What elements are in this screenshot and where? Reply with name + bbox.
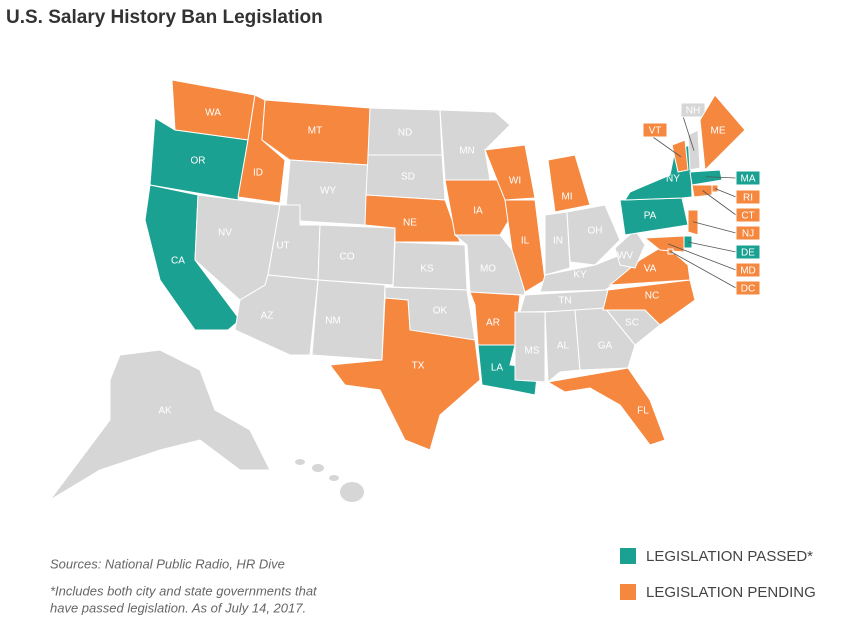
state [514, 311, 546, 383]
state-label: CT [741, 211, 754, 222]
state [504, 199, 546, 293]
state-label: VA [644, 264, 657, 275]
state [689, 169, 723, 186]
callout-line [687, 241, 737, 253]
legend-label: LEGISLATION PENDING [646, 584, 816, 601]
callout-line [702, 190, 737, 216]
state-label: OR [191, 156, 206, 167]
legend-swatch [620, 584, 636, 600]
state-label: UT [276, 241, 289, 252]
state-label: AR [486, 318, 500, 329]
state-label: SD [401, 172, 415, 183]
sources: Sources: National Public Radio, HR Dive [50, 556, 285, 571]
state [329, 297, 481, 451]
state-label: NV [218, 228, 232, 239]
state [444, 179, 513, 236]
state-label: RI [743, 193, 753, 204]
state-label: KS [420, 264, 434, 275]
state-label: TX [412, 361, 425, 372]
state-label: NY [666, 174, 680, 185]
state-label: CO [340, 252, 355, 263]
state-label: WA [205, 108, 221, 119]
callout-box [642, 122, 668, 138]
state-label: FL [637, 406, 649, 417]
state [566, 204, 621, 266]
state-label: TN [558, 296, 571, 307]
callout-line [714, 188, 737, 198]
state [546, 367, 666, 446]
legend-label: LEGISLATION PASSED* [646, 548, 813, 565]
state-label: MT [308, 126, 322, 137]
state [547, 154, 591, 213]
state-label: AL [557, 341, 570, 352]
state [574, 307, 636, 371]
callout-box [735, 207, 761, 223]
state [484, 144, 536, 201]
state-label: IN [553, 236, 563, 247]
state-label: IA [473, 206, 483, 217]
callout-box [735, 225, 761, 241]
state-label: NM [325, 316, 341, 327]
footnote: have passed legislation. As of July 14, … [50, 600, 306, 615]
callout-line [668, 243, 737, 271]
callout-box [735, 189, 761, 205]
state-label: AZ [261, 311, 274, 322]
callout-box [735, 262, 761, 278]
state-label: NC [645, 291, 659, 302]
state-label: ND [398, 128, 412, 139]
state-label: MN [459, 146, 475, 157]
title: U.S. Salary History Ban Legislation [6, 7, 323, 28]
footnote: *Includes both city and state government… [50, 583, 318, 598]
state [643, 235, 685, 253]
legend-swatch [620, 548, 636, 564]
state-label: ID [253, 168, 263, 179]
state-label: DE [741, 248, 755, 259]
state [544, 309, 581, 384]
state-label: NJ [742, 229, 754, 240]
state-label: ME [711, 126, 726, 137]
state-label: GA [598, 341, 613, 352]
state-label: IL [521, 236, 530, 247]
state-label: NH [686, 106, 700, 117]
callout-box [680, 102, 706, 118]
state-label: DC [741, 284, 755, 295]
state [317, 224, 396, 286]
state-label: WV [617, 251, 633, 262]
state-label: PA [644, 211, 657, 222]
state [699, 94, 746, 172]
callout-line [692, 221, 737, 234]
state-label: SC [625, 318, 639, 329]
state-label: WY [320, 186, 336, 197]
state-label: WI [509, 176, 521, 187]
state [544, 211, 571, 276]
state-label: AK [158, 406, 172, 417]
state-label: VT [649, 126, 662, 137]
state-label: KY [573, 270, 587, 281]
state-label: MA [741, 174, 756, 185]
state-label: NE [403, 218, 417, 229]
state-label: MD [740, 266, 756, 277]
callout-line [705, 176, 737, 179]
state-label: CA [171, 256, 185, 267]
state-label: MS [525, 346, 540, 357]
callout-box [735, 280, 761, 296]
state-label: LA [491, 363, 504, 374]
state [311, 279, 386, 361]
state-label: MI [561, 192, 572, 203]
state-label: OK [433, 306, 448, 317]
state-label: OH [588, 226, 603, 237]
state [687, 209, 699, 236]
callout-box [735, 244, 761, 260]
state [49, 349, 271, 501]
callout-box [735, 170, 761, 186]
callout-line [670, 251, 737, 289]
state-label: MO [480, 264, 496, 275]
hawaii [295, 459, 364, 502]
